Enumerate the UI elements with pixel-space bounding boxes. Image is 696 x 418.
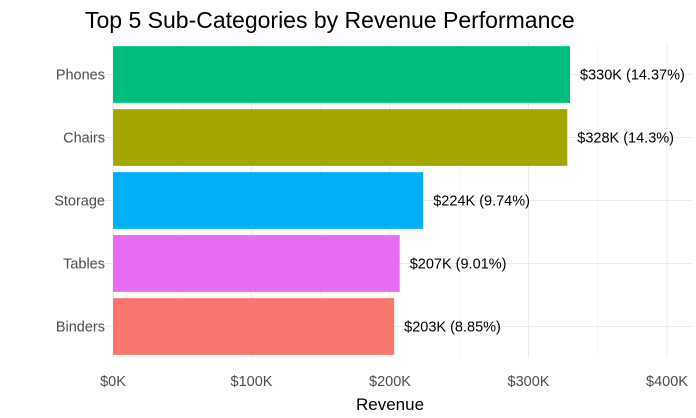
x-tick-label: $100K (231, 374, 273, 390)
x-tick-label: $200K (369, 374, 411, 390)
data-label-chairs: $328K (14.3%) (577, 131, 674, 147)
x-tick-label: $300K (508, 374, 550, 390)
x-tick-label: $0K (100, 374, 126, 390)
bar-storage (113, 172, 424, 229)
y-tick-label-storage: Storage (54, 194, 105, 210)
bar-tables (113, 235, 400, 292)
y-tick-label-chairs: Chairs (63, 131, 105, 147)
data-label-binders: $203K (8.85%) (404, 320, 501, 336)
y-tick-label-phones: Phones (56, 68, 105, 84)
bar-phones (113, 46, 571, 103)
y-tick-label-binders: Binders (56, 320, 105, 336)
data-label-phones: $330K (14.37%) (580, 68, 685, 84)
bar-chairs (113, 109, 568, 166)
bar-binders (113, 298, 395, 355)
data-label-storage: $224K (9.74%) (433, 194, 530, 210)
bars (113, 46, 571, 355)
y-tick-label-tables: Tables (63, 257, 105, 273)
x-tick-label: $400K (646, 374, 688, 390)
x-axis-title: Revenue (356, 395, 424, 414)
y-axis-ticks: Phones Chairs Storage Tables Binders (54, 68, 105, 336)
x-axis-ticks: $0K $100K $200K $300K $400K (100, 374, 688, 390)
chart-title: Top 5 Sub-Categories by Revenue Performa… (85, 7, 575, 33)
data-labels: $330K (14.37%) $328K (14.3%) $224K (9.74%)… (404, 68, 685, 336)
data-label-tables: $207K (9.01%) (410, 257, 507, 273)
